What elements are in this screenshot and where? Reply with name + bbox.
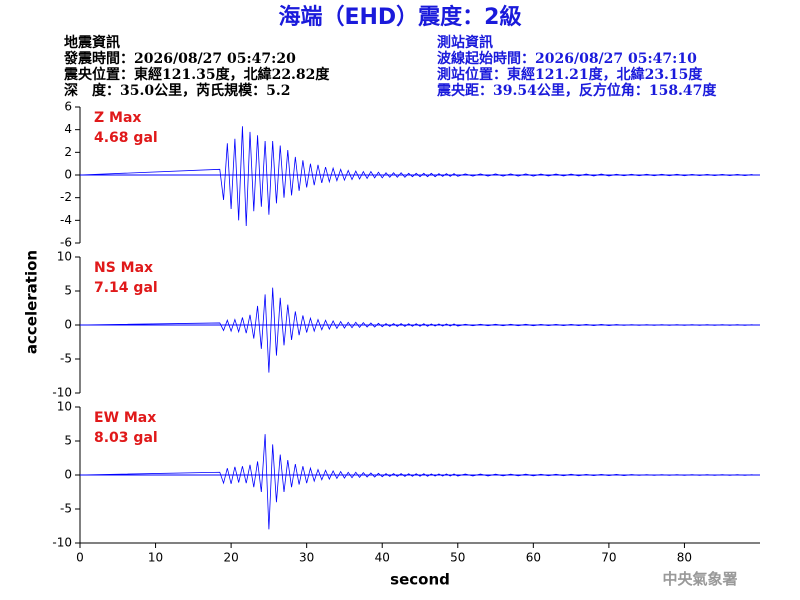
y-tick-label: -10 <box>52 386 72 400</box>
max-label: 4.68 gal <box>94 130 158 146</box>
y-tick-label: 4 <box>64 122 72 136</box>
annotation: NS Max <box>94 260 153 276</box>
y-tick-label: 6 <box>64 100 72 114</box>
y-tick-label: -10 <box>52 536 72 550</box>
x-tick-label: 40 <box>375 551 390 565</box>
y-tick-label: 10 <box>57 250 72 264</box>
waveform <box>79 126 753 227</box>
info-left: 地震資訊 <box>64 34 120 51</box>
info-right: 測站位置：東經121.21度，北緯23.15度 <box>437 66 703 83</box>
x-tick-label: 80 <box>677 551 692 565</box>
info-left: 深 度：35.0公里，芮氏規模：5.2 <box>64 82 290 99</box>
x-axis-label: second <box>390 571 450 589</box>
y-tick-label: -6 <box>60 236 72 250</box>
y-tick-label: 0 <box>64 168 72 182</box>
max-label: 8.03 gal <box>94 430 158 446</box>
waveform <box>79 434 753 530</box>
footer: 中央氣象署 <box>662 570 737 588</box>
y-axis-label: acceleration <box>23 250 41 354</box>
x-tick-label: 50 <box>450 551 465 565</box>
annotation: Z Max <box>94 110 141 126</box>
y-tick-label: -2 <box>60 190 72 204</box>
annotation: EW Max <box>94 410 156 426</box>
x-tick-label: 30 <box>299 551 314 565</box>
x-tick-label: 20 <box>223 551 238 565</box>
info-left: 震央位置：東經121.35度，北緯22.82度 <box>63 66 330 83</box>
x-tick-label: 10 <box>148 551 163 565</box>
x-tick-label: 70 <box>601 551 616 565</box>
y-tick-label: 5 <box>64 284 72 298</box>
y-tick-label: -4 <box>60 213 72 227</box>
waveform <box>79 287 753 373</box>
title: 海端（EHD）震度：2級 <box>278 4 521 30</box>
max-label: 7.14 gal <box>94 280 158 296</box>
info-right: 波線起始時間：2026/08/27 05:47:10 <box>437 50 697 67</box>
y-tick-label: 0 <box>64 468 72 482</box>
y-tick-label: 10 <box>57 400 72 414</box>
x-tick-label: 60 <box>526 551 541 565</box>
info-right: 震央距：39.54公里，反方位角：158.47度 <box>436 82 717 99</box>
y-tick-label: 2 <box>64 145 72 159</box>
info-right: 測站資訊 <box>437 34 493 51</box>
info-left: 發震時間：2026/08/27 05:47:20 <box>63 50 296 67</box>
x-tick-label: 0 <box>76 551 84 565</box>
y-tick-label: -5 <box>60 352 72 366</box>
y-tick-label: -5 <box>60 502 72 516</box>
y-tick-label: 5 <box>64 434 72 448</box>
y-tick-label: 0 <box>64 318 72 332</box>
